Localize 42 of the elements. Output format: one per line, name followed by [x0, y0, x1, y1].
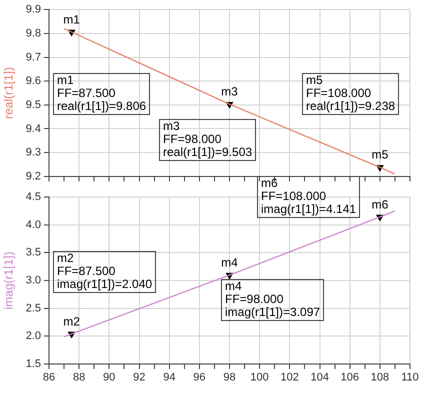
y-tick-label: 9.9 [26, 4, 41, 16]
y-tick-label: 2.5 [26, 302, 41, 314]
y-tick-label: 9.5 [26, 98, 41, 111]
x-tick-label: 104 [310, 372, 329, 384]
x-tick-label: 94 [163, 372, 176, 384]
annotation: m3 FF=98.000 real(r1[1])=9.503 [163, 119, 252, 159]
annotation: m6 [372, 197, 389, 212]
annotation: m4 FF=98.000 imag(r1[1])=3.097 [225, 279, 320, 319]
y-tick-label: 9.8 [26, 27, 41, 40]
x-tick-label: 88 [72, 372, 86, 384]
x-tick-label: 110 [401, 372, 419, 384]
y-tick-label: 9.7 [26, 51, 41, 64]
annotation: m5 [372, 148, 389, 162]
annotation: m1 [63, 12, 80, 26]
y-tick-label: 3.5 [26, 246, 41, 259]
annotation: m6 FF=108.000 imag(r1[1])=4.141 [261, 176, 356, 216]
annotation: m5 FF=108.000 real(r1[1])=9.238 [306, 73, 396, 113]
y-tick-label: 9.6 [26, 75, 41, 88]
y-tick-label: 1.5 [26, 358, 41, 370]
y-tick-label: 4.0 [26, 218, 41, 231]
y-tick-label: 9.2 [26, 170, 41, 182]
y-tick-label: 4.5 [26, 191, 41, 204]
annotation: m2 FF=87.500 imag(r1[1])=2.040 [57, 251, 152, 291]
annotation: m1 FF=87.500 real(r1[1])=9.806 [57, 73, 146, 113]
y-tick-label: 2.0 [26, 330, 41, 342]
y-tick-label: 9.3 [26, 146, 41, 159]
x-tick-label: 86 [42, 372, 56, 384]
y-axis-title: real(r1[1]) [2, 66, 16, 120]
y-axis-title: imag(r1[1]) [2, 251, 16, 310]
x-tick-label: 106 [340, 372, 360, 384]
x-tick-label: 108 [370, 372, 390, 384]
x-tick-label: 100 [250, 372, 269, 384]
annotation: m4 [221, 255, 238, 270]
x-tick-label: 102 [280, 372, 299, 384]
x-tick-label: 90 [103, 372, 116, 384]
annotation: m3 [221, 84, 238, 99]
x-tick-label: 96 [193, 372, 206, 384]
x-tick-label: 92 [133, 372, 146, 384]
x-tick-label: 98 [223, 372, 236, 384]
annotation: m2 [63, 314, 80, 328]
y-tick-label: 3.0 [26, 274, 41, 287]
y-tick-label: 9.4 [26, 122, 41, 135]
